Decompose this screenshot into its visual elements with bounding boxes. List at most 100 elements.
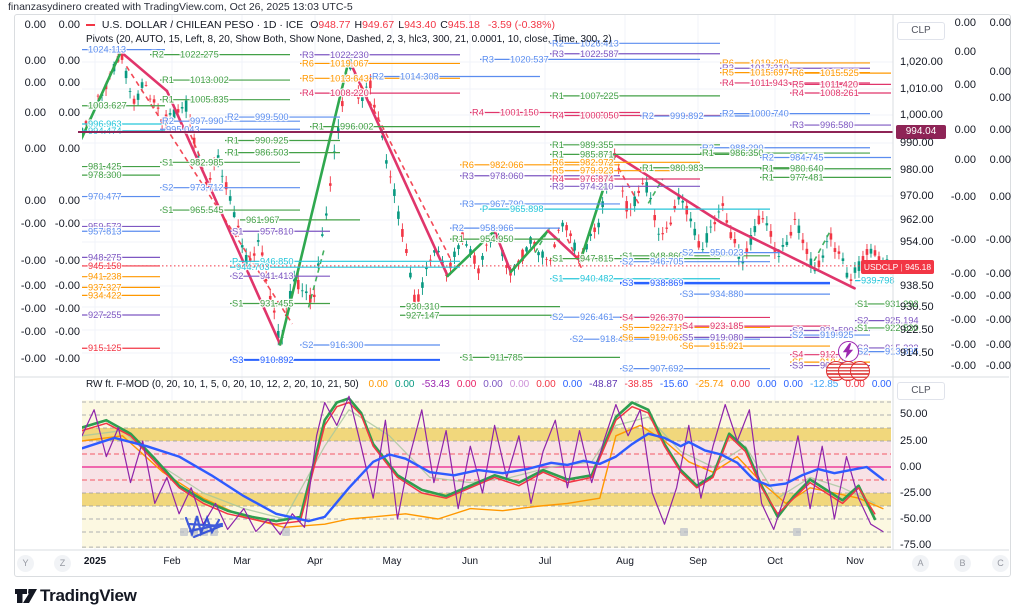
price-tick-label: 922.50 [900,324,934,336]
time-axis-label[interactable]: Feb [163,556,181,567]
svg-text:S2: S2 [302,340,313,350]
indicator-value-right-2: 0.00 [989,191,1011,203]
svg-text:R2: R2 [162,116,174,126]
time-axis-label[interactable]: Sep [689,556,707,567]
indicator-value-right-1: -0.00 [950,268,976,280]
svg-text:950.023: 950.023 [710,248,744,258]
svg-text:S2: S2 [622,364,633,374]
svg-text:R4: R4 [552,111,564,121]
indicator-value-right-1: 0.00 [954,17,976,29]
symbol-legend[interactable]: U.S. DOLLAR / CHILEAN PESO · 1D · ICE O9… [86,19,555,31]
dashed-trend-annotation [647,178,664,204]
svg-text:979.923: 979.923 [580,166,614,176]
svg-text:940.482: 940.482 [580,274,614,284]
svg-text:R4: R4 [722,78,734,88]
symbol-interval: 1D [262,19,277,31]
svg-text:S2: S2 [792,330,803,340]
time-axis-button-z[interactable]: Z [54,555,71,572]
indicator-currency-button[interactable]: CLP [897,382,945,400]
last-price-symbol: USDCLP [863,262,899,272]
pivots-indicator-legend[interactable]: Pivots (20, AUTO, 15, Left, 8, 20, Show … [86,34,612,45]
lightning-event-icon[interactable] [838,341,859,362]
pivot-levels: 1024.1131003.627996.963994.474981.425978… [82,37,920,375]
svg-text:948.860: 948.860 [650,251,684,261]
time-axis-label[interactable]: Apr [307,556,323,567]
svg-text:1011.420: 1011.420 [820,79,858,89]
svg-text:986.350: 986.350 [730,148,764,158]
time-axis-button-y[interactable]: Y [17,555,34,572]
ohlc-letter: O [310,19,319,31]
indicator-value-right-2: 0.00 [989,154,1011,166]
svg-text:1024.113: 1024.113 [88,45,126,55]
indicator-value-left-2: -0.00 [54,280,80,292]
svg-text:R1: R1 [227,148,239,158]
time-axis-label[interactable]: Aug [616,556,634,567]
svg-text:R4: R4 [472,108,484,118]
symbol-title: U.S. DOLLAR / CHILEAN PESO [101,19,254,31]
svg-text:1019.067: 1019.067 [330,58,369,68]
time-axis-button-b[interactable]: B [954,555,971,572]
indicator-value-left-1: 0.00 [24,107,46,119]
time-axis-label[interactable]: Jun [461,556,479,567]
indicator-value-right-1: 0.00 [954,46,976,58]
oscillator-legend[interactable]: RW ft. F-MOD (0, 20, 10, 1, 5, 0, 20, 10… [86,379,891,390]
time-axis-label[interactable]: Oct [767,556,783,567]
time-axis-label[interactable]: Mar [233,556,251,567]
indicator-value-left-2: 0.00 [58,19,80,31]
indicator-value-right-2: -0.00 [985,268,1011,280]
oscillator-value: 0.00 [456,379,477,390]
tradingview-brand-name[interactable]: TradingView [40,586,137,605]
time-axis-button-a[interactable]: A [912,555,929,572]
time-axis-label[interactable]: Nov [846,556,864,567]
indicator-tick-label: 50.00 [900,408,928,420]
svg-text:R3: R3 [462,199,474,209]
indicator-value-left-2: 0.00 [58,77,80,89]
svg-text:967.790: 967.790 [490,199,524,209]
zigzag-segment [613,153,723,224]
main-currency-button[interactable]: CLP [897,22,945,40]
oscillator-value: 0.00 [483,379,503,390]
osc-series-blue [82,432,885,523]
svg-text:S1: S1 [232,298,243,308]
svg-text:977.481: 977.481 [790,172,824,182]
svg-text:961.967: 961.967 [246,215,280,225]
time-axis-label[interactable]: 2025 [83,556,107,567]
time-axis-label[interactable]: May [382,556,402,567]
svg-text:1022.587: 1022.587 [580,49,619,59]
price-tick-label: 1,020.00 [900,56,943,68]
svg-text:R1: R1 [762,164,774,174]
svg-text:S1: S1 [552,254,563,264]
indicator-value-right-2: 0.00 [989,66,1011,78]
svg-text:997.990: 997.990 [190,116,224,126]
svg-text:R3: R3 [482,54,494,64]
tradingview-logo-icon[interactable] [14,586,38,606]
oscillator-value: 0.00 [845,379,865,390]
indicator-value-right-1: -0.00 [950,314,976,326]
dashed-trend-annotation [534,227,551,254]
indicator-value-right-2: -0.00 [985,290,1011,302]
indicator-value-right-1: 0.00 [954,124,976,136]
svg-text:944.703: 944.703 [236,262,270,272]
zigzag-segment [347,58,449,278]
indicator-tick-label: 0.00 [900,461,922,473]
price-tick-label: 980.00 [900,164,934,176]
svg-text:934.880: 934.880 [710,289,744,299]
svg-text:985.871: 985.871 [580,149,614,159]
zigzag-segment [165,89,282,346]
zigzag-segment [719,221,856,290]
svg-text:978.060: 978.060 [490,171,524,181]
svg-text:946.705: 946.705 [650,257,684,267]
indicator-value-right-2: 0.00 [989,124,1011,136]
price-tick-label: 938.50 [900,280,934,292]
oscillator-value: 0.00 [757,379,777,390]
zigzag-segment [509,229,550,274]
svg-text:S5: S5 [682,332,693,342]
dashed-trend-annotation [566,238,583,270]
time-axis-label[interactable]: Jul [538,556,552,567]
svg-text:938.869: 938.869 [650,278,684,288]
time-axis-button-c[interactable]: C [992,555,1009,572]
chart-canvas[interactable]: 1024.1131003.627996.963994.474981.425978… [15,14,1009,575]
svg-text:1022.275: 1022.275 [180,50,219,60]
svg-text:R1: R1 [702,148,714,158]
svg-text:1014.308: 1014.308 [400,71,439,81]
